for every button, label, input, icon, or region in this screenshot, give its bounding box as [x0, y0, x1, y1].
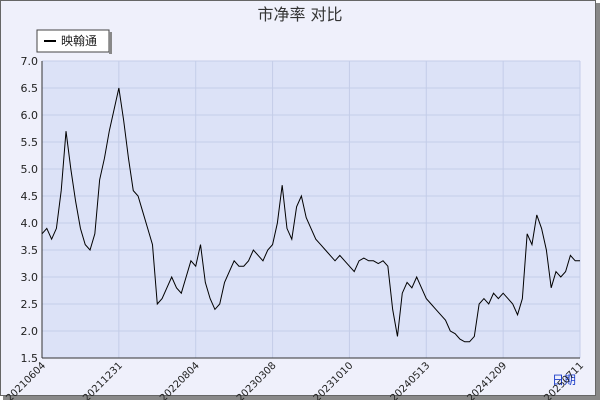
y-tick-label: 7.0 — [21, 55, 39, 68]
x-axis-label: 日期 — [552, 373, 576, 387]
y-tick-label: 2.5 — [21, 298, 39, 311]
y-tick-label: 4.0 — [21, 217, 39, 230]
y-tick-label: 3.5 — [21, 244, 39, 257]
y-tick-label: 1.5 — [21, 352, 39, 365]
chart-title: 市净率 对比 — [257, 5, 342, 24]
y-tick-label: 6.5 — [21, 82, 39, 95]
shadow — [3, 396, 600, 400]
y-tick-label: 4.5 — [21, 190, 39, 203]
shadow — [596, 3, 600, 400]
y-tick-label: 6.0 — [21, 109, 39, 122]
y-tick-label: 3.0 — [21, 271, 39, 284]
y-tick-label: 5.0 — [21, 163, 39, 176]
plot-area — [42, 61, 580, 358]
y-tick-label: 5.5 — [21, 136, 39, 149]
legend-shadow — [109, 32, 112, 54]
line-series — [41, 87, 580, 343]
y-tick-label: 2.0 — [21, 325, 39, 338]
legend-label: 映翰通 — [61, 33, 97, 48]
